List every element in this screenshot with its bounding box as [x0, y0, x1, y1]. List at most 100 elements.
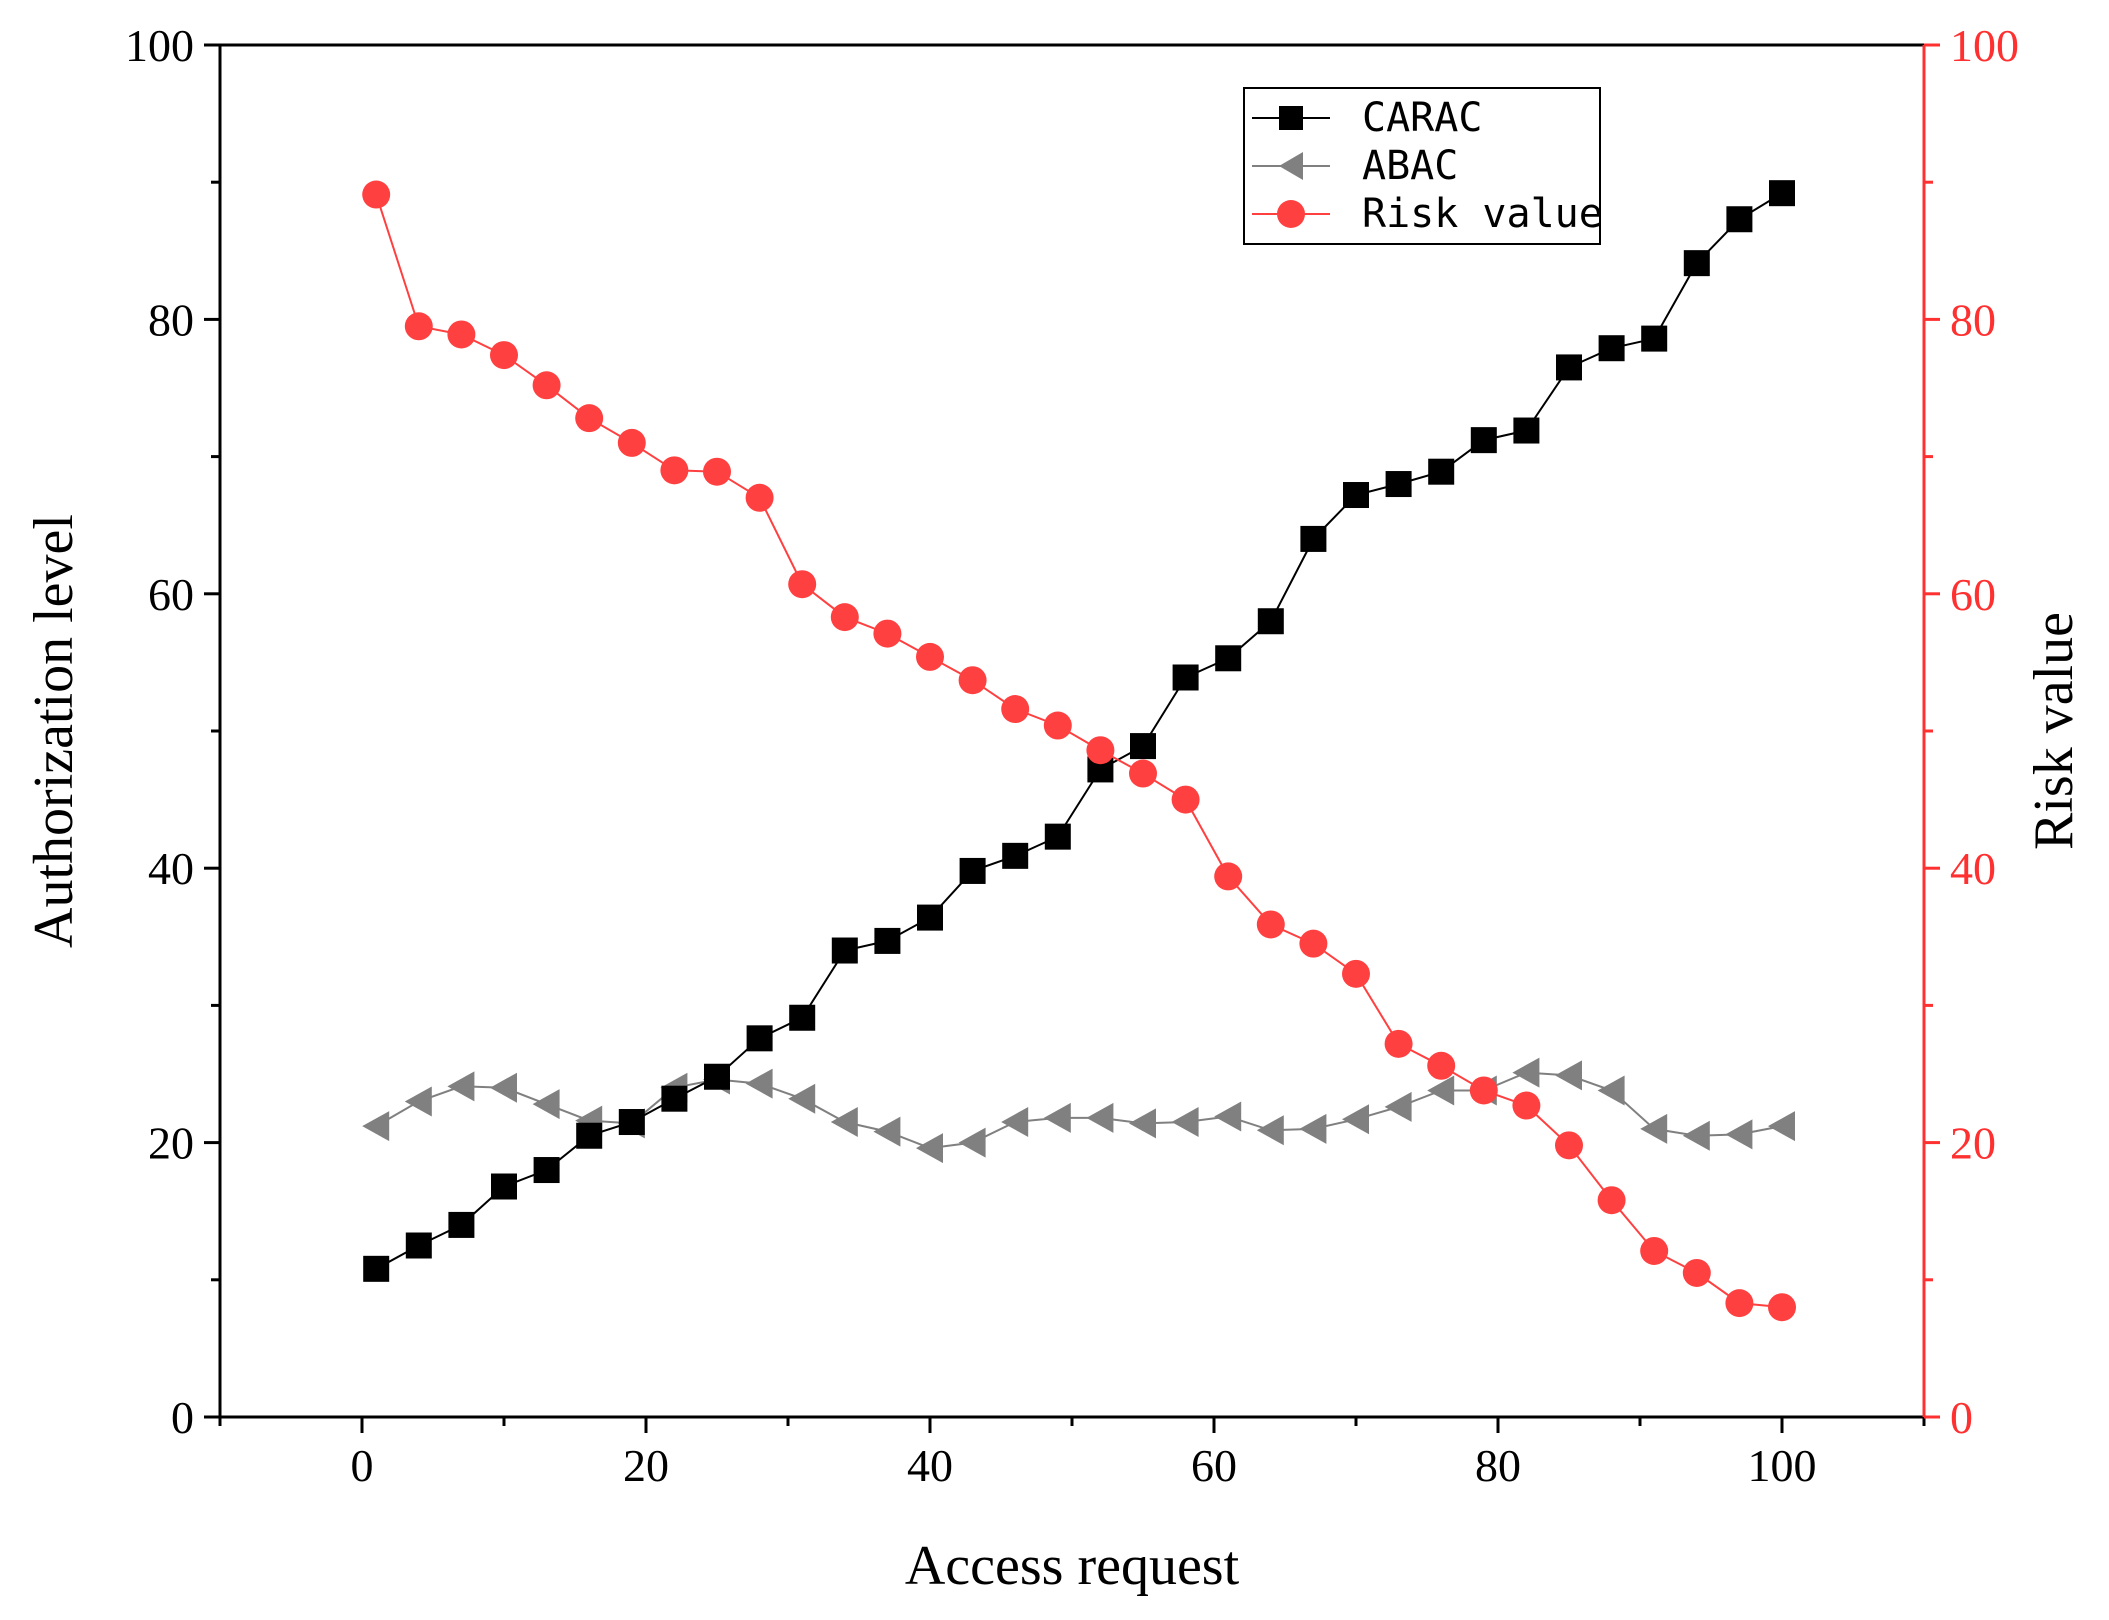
data-point-abac: [532, 1089, 560, 1120]
data-point-abac: [1342, 1104, 1369, 1135]
x-tick-label: 40: [907, 1440, 953, 1491]
data-point-carac: [959, 857, 986, 884]
right-y-tick-label: 100: [1950, 20, 2019, 71]
series-carac: [363, 180, 1795, 1282]
data-point-risk-value: [532, 371, 561, 400]
right-y-tick-label: 20: [1950, 1118, 1996, 1169]
legend: CARAC ABAC Risk value: [1243, 87, 1603, 245]
left-y-tick-label: 60: [148, 569, 194, 620]
data-point-risk-value: [404, 312, 433, 341]
data-point-carac: [363, 1255, 390, 1282]
left-y-tick-label: 20: [148, 1118, 194, 1169]
data-point-risk-value: [1469, 1076, 1498, 1105]
data-point-risk-value: [1768, 1293, 1796, 1322]
data-point-carac: [618, 1109, 645, 1136]
data-point-carac: [491, 1173, 517, 1200]
data-point-carac: [1470, 427, 1497, 454]
data-point-risk-value: [1342, 959, 1370, 988]
data-point-risk-value: [745, 483, 774, 512]
data-point-abac: [1299, 1113, 1327, 1144]
data-point-risk-value: [788, 570, 817, 599]
data-point-risk-value: [1512, 1091, 1541, 1120]
x-tick-label: 60: [1191, 1440, 1237, 1491]
data-point-carac: [576, 1122, 603, 1149]
left-y-axis-title: Authorization level: [23, 514, 85, 948]
data-point-risk-value: [1171, 785, 1200, 814]
right-y-tick-label: 0: [1950, 1392, 1973, 1443]
data-point-risk-value: [703, 457, 731, 486]
data-point-abac: [1640, 1113, 1668, 1144]
data-point-risk-value: [830, 603, 859, 632]
legend-entry-risk: Risk value: [1252, 191, 1603, 237]
data-point-abac: [1555, 1060, 1582, 1091]
data-point-carac: [917, 904, 943, 931]
data-point-carac: [1343, 482, 1369, 509]
data-point-abac: [1086, 1102, 1114, 1133]
data-point-abac: [916, 1133, 943, 1164]
data-point-carac: [448, 1211, 475, 1238]
data-point-abac: [830, 1107, 858, 1138]
data-point-abac: [447, 1071, 475, 1102]
right-y-tick-label: 80: [1950, 294, 1996, 345]
data-point-carac: [1556, 354, 1582, 381]
data-point-carac: [1257, 608, 1284, 635]
data-point-carac: [405, 1232, 432, 1259]
data-point-risk-value: [575, 404, 604, 433]
data-point-risk-value: [1725, 1289, 1754, 1318]
data-point-abac: [788, 1083, 816, 1114]
data-point-abac: [1171, 1107, 1199, 1138]
data-point-abac: [1768, 1111, 1795, 1142]
data-point-carac: [1130, 733, 1156, 760]
data-point-carac: [1428, 458, 1455, 485]
series-layer: [362, 180, 1796, 1322]
data-point-risk-value: [660, 456, 689, 485]
x-tick-label: 80: [1475, 1440, 1521, 1491]
data-point-carac: [1215, 645, 1242, 672]
data-point-risk-value: [1001, 695, 1030, 724]
data-point-risk-value: [490, 341, 518, 370]
x-tick-label: 20: [623, 1440, 669, 1491]
data-point-risk-value: [1597, 1186, 1626, 1215]
data-point-risk-value: [1299, 929, 1328, 958]
data-point-abac: [745, 1068, 773, 1099]
data-point-carac: [789, 1004, 816, 1031]
data-point-risk-value: [1256, 910, 1285, 939]
data-point-abac: [1001, 1107, 1029, 1138]
data-point-risk-value: [1086, 736, 1115, 765]
data-point-risk-value: [1555, 1131, 1583, 1160]
data-point-risk-value: [1384, 1029, 1413, 1058]
series-line-carac: [375, 192, 1783, 1270]
data-point-carac: [1598, 335, 1625, 362]
data-point-risk-value: [1427, 1051, 1456, 1080]
series-line-abac: [375, 1071, 1783, 1150]
left-y-tick-label: 0: [171, 1392, 194, 1443]
data-point-abac: [1597, 1075, 1625, 1106]
data-point-carac: [704, 1063, 730, 1090]
data-point-carac: [1002, 842, 1029, 869]
data-point-risk-value: [873, 619, 902, 648]
data-point-carac: [1044, 823, 1071, 850]
series-risk-value: [362, 180, 1796, 1322]
data-point-carac: [533, 1157, 560, 1184]
data-point-risk-value: [362, 180, 391, 209]
left-y-tick-label: 40: [148, 843, 194, 894]
data-point-risk-value: [916, 642, 944, 671]
data-point-risk-value: [958, 666, 987, 695]
data-point-abac: [362, 1111, 390, 1142]
right-y-axis-title: Risk value: [2023, 612, 2085, 850]
data-point-carac: [746, 1025, 773, 1052]
data-point-carac: [1513, 417, 1540, 444]
left-y-tick-label: 80: [148, 294, 194, 345]
legend-entry-carac: CARAC: [1252, 95, 1482, 141]
axes-layer: 0 20 40 60 80 100 0 20 40 60 80 100 0 20 40 60 80 100: [125, 20, 2019, 1491]
x-tick-label: 0: [351, 1440, 374, 1491]
data-point-abac: [1043, 1102, 1071, 1133]
data-point-abac: [1725, 1119, 1753, 1150]
data-point-carac: [874, 927, 901, 954]
data-point-carac: [1769, 180, 1795, 207]
legend-marker-abac: [1279, 152, 1303, 180]
data-point-abac: [1129, 1108, 1156, 1139]
data-point-risk-value: [1214, 862, 1243, 891]
left-y-tick-label: 100: [125, 20, 194, 71]
